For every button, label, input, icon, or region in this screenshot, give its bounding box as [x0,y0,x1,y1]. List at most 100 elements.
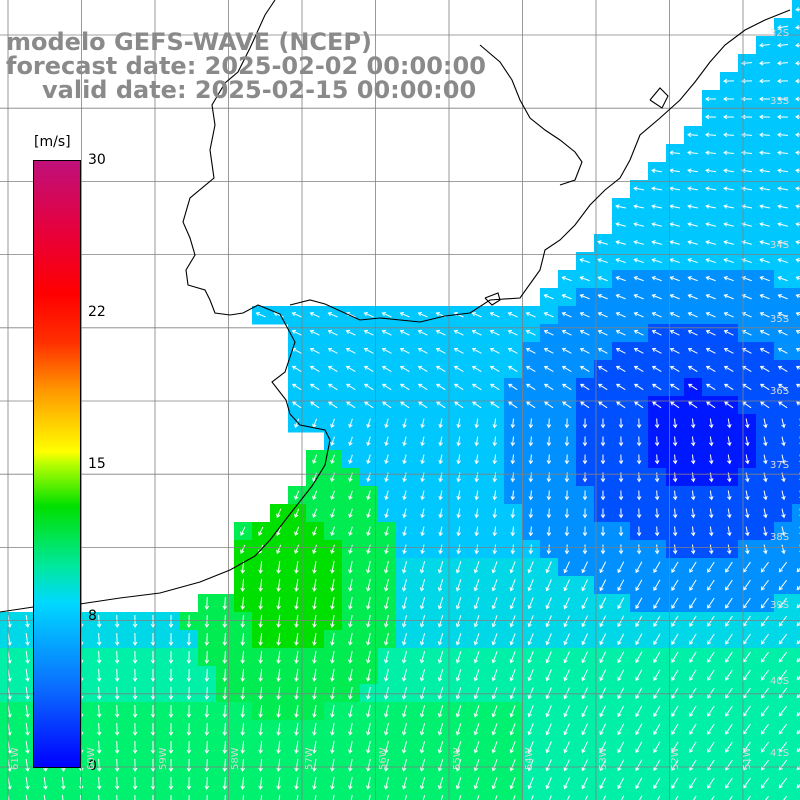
wind-arrow [330,454,335,465]
wind-arrow [597,293,608,300]
wind-arrow [528,454,534,465]
wind-arrow [312,526,318,537]
wind-arrow [294,668,299,682]
wind-arrow [564,508,570,519]
wind-arrow [366,418,371,429]
wind-arrow [563,579,570,592]
wind-cell [666,792,685,800]
wind-arrow [437,579,444,592]
wind-arrow [654,544,660,555]
wind-arrow [763,508,768,519]
wind-arrow [777,114,789,120]
wind-arrow [615,222,626,227]
wind-arrow [759,168,771,173]
wind-arrow [294,490,300,501]
wind-arrow [401,597,408,610]
wind-arrow [546,418,552,429]
wind-arrow [705,240,716,245]
wind-arrow [651,347,662,354]
wind-arrow [745,490,750,501]
wind-arrow [723,311,734,318]
wind-arrow [582,544,588,555]
wind-arrow [544,401,554,409]
wind-arrow [599,777,607,790]
wind-arrow [507,347,518,354]
wind-arrow [723,258,734,264]
wind-arrow [276,650,281,664]
wind-cell [792,432,800,451]
wind-arrow [330,526,335,537]
wind-arrow [693,795,697,800]
wind-arrow [525,347,536,354]
wind-arrow [795,240,800,245]
wind-arrow [527,669,534,682]
wind-arrow [168,722,174,736]
wind-arrow [741,78,753,84]
wind-arrow [384,508,389,519]
wind-cell [792,342,800,361]
wind-cell [774,792,793,800]
wind-arrow [418,401,428,409]
wind-arrow [599,633,607,646]
wind-arrow [401,687,408,700]
wind-arrow [778,669,788,681]
wind-arrow [617,759,625,772]
wind-arrow [635,759,643,772]
wind-arrow [348,490,353,501]
wind-arrow [491,669,498,682]
wind-arrow [258,650,263,664]
wind-arrow [401,777,408,790]
wind-arrow [635,741,643,754]
lon-label: 56W [378,747,389,770]
wind-arrow [25,776,30,790]
wind-arrow [564,418,570,429]
wind-arrow [204,632,210,646]
wind-arrow [312,740,317,754]
wind-cell [792,324,800,343]
wind-arrow [509,561,516,574]
wind-arrow [741,60,753,66]
wind-arrow [401,705,408,718]
colorbar-tick-15: 15 [88,456,106,472]
wind-arrow [402,490,407,501]
wind-arrow [491,597,498,610]
wind-arrow [725,633,733,645]
wind-arrow [778,561,788,573]
wind-arrow [509,651,516,664]
wind-arrow [781,526,786,537]
wind-arrow [635,705,643,718]
wind-arrow [25,704,30,718]
wind-arrow [312,632,317,646]
wind-arrow [294,722,299,736]
wind-arrow [188,794,190,800]
wind-arrow [276,508,282,518]
wind-arrow [636,418,642,429]
wind-arrow [563,705,570,718]
wind-cell [504,792,523,800]
wind-arrow [795,383,800,388]
wind-arrow [435,383,446,391]
wind-arrow [597,347,608,354]
wind-arrow [741,114,753,120]
wind-arrow [581,705,589,718]
wind-arrow [224,794,226,800]
wind-arrow [294,560,299,574]
wind-arrow [381,329,392,336]
wind-cell [792,702,800,721]
wind-arrow [705,114,717,120]
wind-arrow [705,329,716,336]
wind-arrow [366,436,371,447]
wind-arrow [705,150,717,156]
wind-arrow [402,436,407,447]
wind-arrow [471,365,482,372]
wind-cell [486,792,505,800]
wind-arrow [437,723,444,736]
wind-arrow [25,632,30,646]
wind-arrow [276,596,281,610]
wind-arrow [168,650,174,664]
wind-arrow [383,723,389,736]
wind-arrow [617,579,625,592]
wind-arrow [687,168,699,173]
wind-arrow [581,723,589,736]
wind-arrow [741,258,752,264]
